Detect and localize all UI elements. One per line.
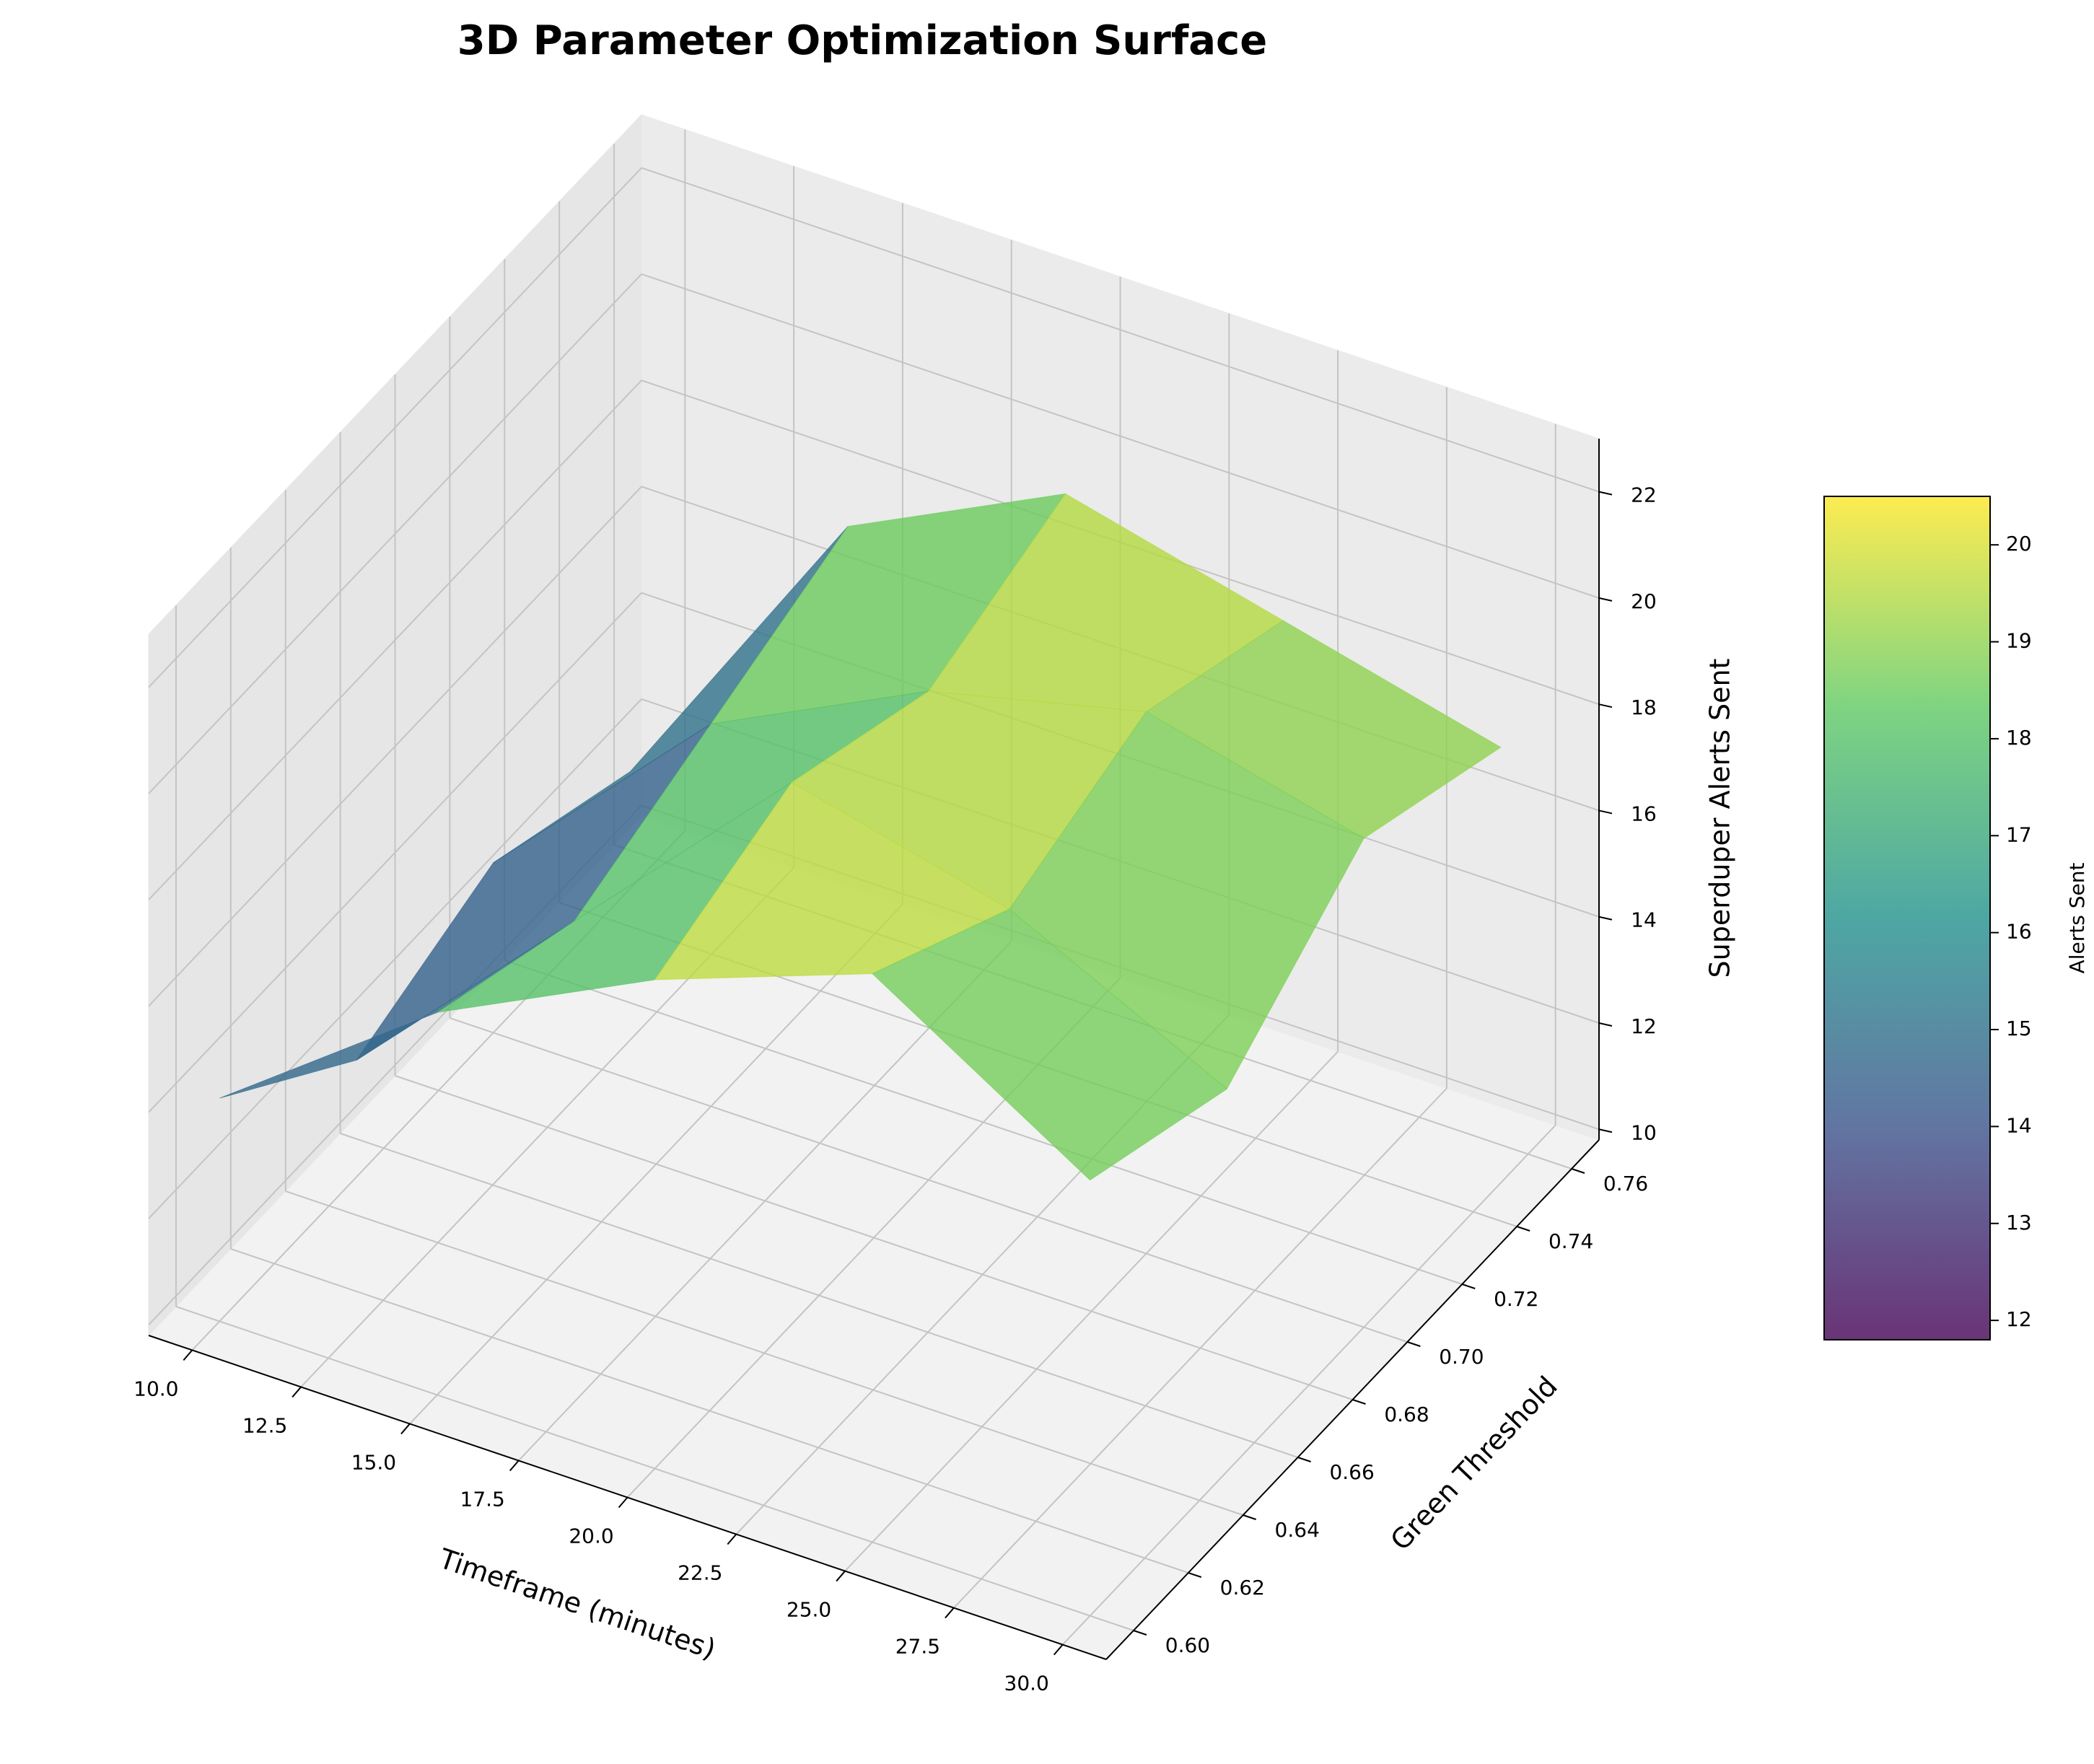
colorbar-tick-label: 20 xyxy=(2006,532,2032,556)
x-tick xyxy=(183,1349,193,1361)
colorbar-tick-label: 14 xyxy=(2006,1113,2032,1137)
x-tick xyxy=(945,1607,955,1619)
x-tick xyxy=(1053,1644,1064,1656)
y-tick-label: 0.62 xyxy=(1220,1576,1265,1600)
grid-line xyxy=(504,960,1463,1285)
grid-line xyxy=(230,1248,1189,1574)
z-tick xyxy=(1598,597,1613,602)
z-tick-label: 22 xyxy=(1631,483,1657,507)
colorbar-tick-label: 13 xyxy=(2006,1211,2032,1234)
z-tick-label: 14 xyxy=(1631,908,1657,932)
surface-face xyxy=(872,908,1228,1181)
y-tick xyxy=(1516,1226,1530,1232)
x-tick xyxy=(509,1460,520,1472)
grid-line xyxy=(340,1133,1298,1458)
x-tick-label: 12.5 xyxy=(242,1413,287,1437)
chart-title: 3D Parameter Optimization Surface xyxy=(457,17,1267,64)
z-tick-label: 10 xyxy=(1631,1120,1657,1144)
y-tick-label: 0.64 xyxy=(1275,1518,1320,1542)
y-tick-label: 0.70 xyxy=(1439,1345,1484,1369)
y-tick xyxy=(1461,1283,1476,1289)
grid-line xyxy=(641,273,1600,599)
x-tick-label: 10.0 xyxy=(133,1377,178,1400)
colorbar-tick-label: 16 xyxy=(2006,920,2032,944)
colorbar xyxy=(1823,496,1991,1340)
y-tick-label: 0.76 xyxy=(1603,1172,1648,1195)
x-tick-label: 15.0 xyxy=(351,1450,396,1474)
z-axis-label: Superduper Alerts Sent xyxy=(1704,659,1736,978)
grid-line xyxy=(641,167,1600,493)
x-tick-label: 17.5 xyxy=(460,1487,505,1511)
x-tick-label: 20.0 xyxy=(569,1524,613,1548)
y-axis-label: Green Threshold xyxy=(1385,1370,1564,1556)
x-tick-label: 30.0 xyxy=(1004,1672,1049,1695)
z-tick xyxy=(1598,703,1613,708)
z-tick xyxy=(1598,1128,1613,1133)
z-tick xyxy=(1598,916,1613,921)
grid-line xyxy=(148,379,642,900)
y-tick-label: 0.72 xyxy=(1494,1287,1538,1311)
colorbar-tick-label: 12 xyxy=(2006,1307,2032,1331)
y-tick-label: 0.68 xyxy=(1384,1403,1429,1426)
colorbar-tick-label: 18 xyxy=(2006,726,2032,750)
y-tick-label: 0.66 xyxy=(1329,1460,1374,1484)
z-tick-label: 12 xyxy=(1631,1014,1657,1038)
z-tick xyxy=(1598,809,1613,815)
grid-line xyxy=(148,273,642,794)
z-tick-label: 18 xyxy=(1631,695,1657,719)
y-tick xyxy=(1352,1399,1366,1405)
colorbar-tick-label: 15 xyxy=(2006,1017,2032,1040)
y-tick xyxy=(1297,1457,1311,1462)
z-tick-label: 20 xyxy=(1631,589,1657,613)
grid-line xyxy=(148,486,642,1007)
x-axis-label: Timeframe (minutes) xyxy=(434,1543,719,1666)
z-tick xyxy=(1598,491,1613,496)
grid-line xyxy=(395,1075,1353,1400)
y-tick xyxy=(1407,1341,1421,1347)
grid-line xyxy=(175,1306,1134,1631)
grid-line xyxy=(148,167,642,688)
x-tick-label: 27.5 xyxy=(895,1635,940,1659)
y-tick xyxy=(1243,1514,1257,1520)
colorbar-tick-label: 17 xyxy=(2006,822,2032,846)
x-tick-label: 25.0 xyxy=(787,1598,831,1622)
y-tick xyxy=(1133,1630,1147,1636)
grid-line xyxy=(148,592,642,1113)
x-tick xyxy=(727,1533,737,1545)
x-tick-label: 22.5 xyxy=(678,1561,722,1585)
grid-line xyxy=(285,1190,1244,1516)
colorbar-label: Alerts Sent xyxy=(2065,863,2089,974)
y-tick xyxy=(1571,1168,1585,1174)
z-tick xyxy=(1598,1022,1613,1027)
x-tick xyxy=(618,1496,628,1509)
y-tick xyxy=(1188,1572,1202,1578)
grid-line xyxy=(450,1017,1408,1343)
z-tick-label: 16 xyxy=(1631,802,1657,825)
y-tick-label: 0.74 xyxy=(1548,1229,1593,1253)
x-tick xyxy=(400,1423,411,1435)
y-tick-label: 0.60 xyxy=(1165,1633,1210,1657)
x-tick xyxy=(292,1386,302,1398)
grid-line xyxy=(148,698,642,1219)
x-tick xyxy=(836,1570,846,1582)
colorbar-tick-label: 19 xyxy=(2006,629,2032,653)
